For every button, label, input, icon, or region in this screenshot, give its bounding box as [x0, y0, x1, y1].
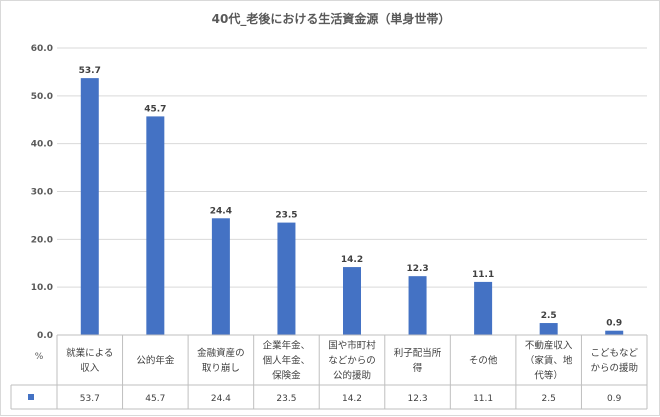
category-label: （家賃、地: [525, 355, 573, 367]
category-label: 企業年金、: [263, 340, 311, 352]
bar: [408, 276, 427, 335]
y-tick-label: 20.0: [31, 235, 53, 245]
data-label: 24.4: [210, 206, 232, 216]
data-label: 23.5: [275, 211, 297, 221]
category-label: 不動産収入: [525, 340, 573, 352]
legend-key: [28, 394, 34, 400]
y-tick-label: 10.0: [31, 283, 53, 293]
table-value: 14.2: [342, 394, 362, 404]
table-value: 12.3: [408, 394, 428, 404]
table-value: 2.5: [542, 394, 556, 404]
table-value: 0.9: [607, 394, 622, 404]
category-label: 就業による: [66, 347, 113, 359]
y-axis-unit: %: [35, 352, 44, 362]
bar: [146, 116, 165, 335]
category-label: 代等）: [534, 370, 563, 382]
table-value: 24.4: [211, 394, 231, 404]
category-label: からの援助: [590, 362, 638, 374]
bar: [211, 218, 230, 335]
category-label: 取り崩し: [202, 362, 240, 374]
data-label: 0.9: [606, 319, 622, 329]
bars: 53.7 45.7 24.4 23.5 14.2 12.3 11.1 2.5 0.9: [79, 66, 624, 335]
table-value: 23.5: [276, 394, 296, 404]
category-label: 個人年金、: [263, 355, 311, 367]
data-label: 2.5: [541, 311, 557, 321]
y-tick-label: 0.0: [37, 331, 53, 341]
category-label: などからの: [328, 356, 376, 367]
category-label: 保険金: [272, 370, 301, 382]
category-label: その他: [469, 355, 498, 367]
category-label: 利子配当所: [394, 347, 442, 359]
table-value: 11.1: [473, 394, 493, 404]
table-value: 45.7: [145, 394, 165, 404]
table-value: 53.7: [80, 394, 100, 404]
category-label: 金融資産の: [197, 347, 245, 359]
chart-title: 40代_老後における生活資金源（単身世帯）: [212, 11, 451, 27]
y-tick-label: 50.0: [31, 92, 53, 102]
bar: [605, 330, 624, 335]
bar: [343, 267, 361, 335]
bar: [277, 222, 296, 335]
bar: [539, 323, 558, 335]
data-label: 12.3: [406, 264, 428, 274]
data-label: 11.1: [472, 270, 494, 280]
y-tick-label: 40.0: [31, 140, 53, 150]
y-tick-label: 60.0: [31, 44, 53, 54]
data-label: 45.7: [144, 104, 166, 114]
gridlines: 0.0 10.0 20.0 30.0 40.0 50.0 60.0: [31, 44, 647, 341]
y-tick-label: 30.0: [31, 188, 53, 198]
category-label: 国や市町村: [328, 340, 376, 352]
bar: [474, 281, 493, 335]
category-label: 公的年金: [136, 355, 175, 367]
category-label: 公的援助: [333, 370, 371, 382]
category-label: 収入: [80, 362, 100, 374]
category-label: こどもなど: [590, 348, 638, 359]
category-label: 得: [413, 362, 423, 374]
data-label: 53.7: [79, 66, 101, 76]
bar: [80, 78, 99, 335]
data-label: 14.2: [341, 255, 363, 265]
